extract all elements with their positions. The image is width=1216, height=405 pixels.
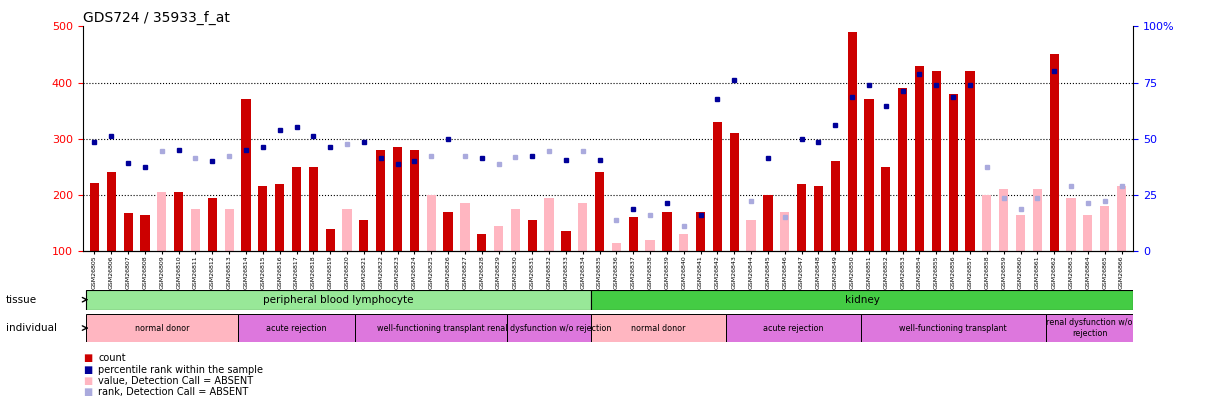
- Text: individual: individual: [6, 323, 57, 333]
- Text: well-functioning transplant: well-functioning transplant: [900, 324, 1007, 333]
- Bar: [696, 212, 705, 251]
- Bar: [796, 184, 806, 251]
- Bar: [208, 198, 216, 251]
- Bar: [948, 94, 958, 251]
- Bar: [343, 209, 351, 251]
- Text: ■: ■: [83, 376, 92, 386]
- Bar: [292, 167, 302, 251]
- Bar: [124, 213, 133, 251]
- Bar: [612, 243, 621, 251]
- Bar: [326, 228, 334, 251]
- Text: renal dysfunction w/o
rejection: renal dysfunction w/o rejection: [1046, 318, 1133, 338]
- Bar: [713, 122, 722, 251]
- Bar: [477, 234, 486, 251]
- Text: acute rejection: acute rejection: [762, 324, 823, 333]
- Text: GDS724 / 35933_f_at: GDS724 / 35933_f_at: [83, 11, 230, 25]
- Bar: [410, 150, 420, 251]
- Text: ■: ■: [83, 365, 92, 375]
- Bar: [764, 195, 772, 251]
- Bar: [726, 314, 861, 342]
- Bar: [444, 212, 452, 251]
- Bar: [629, 217, 638, 251]
- Bar: [1000, 189, 1008, 251]
- Bar: [1066, 198, 1076, 251]
- Bar: [1100, 206, 1109, 251]
- Bar: [1049, 54, 1059, 251]
- Bar: [86, 314, 237, 342]
- Text: kidney: kidney: [845, 295, 879, 305]
- Bar: [865, 99, 873, 251]
- Bar: [983, 195, 991, 251]
- Bar: [140, 215, 150, 251]
- Bar: [781, 212, 789, 251]
- Text: normal donor: normal donor: [631, 324, 686, 333]
- Bar: [1032, 189, 1042, 251]
- Bar: [376, 150, 385, 251]
- Bar: [1083, 215, 1092, 251]
- Bar: [90, 183, 98, 251]
- Text: percentile rank within the sample: percentile rank within the sample: [98, 365, 264, 375]
- Bar: [646, 240, 654, 251]
- Bar: [663, 212, 671, 251]
- Bar: [359, 220, 368, 251]
- Bar: [107, 173, 116, 251]
- Bar: [86, 290, 591, 310]
- Bar: [191, 209, 201, 251]
- Bar: [309, 167, 317, 251]
- Bar: [174, 192, 184, 251]
- Text: count: count: [98, 354, 126, 363]
- Bar: [848, 32, 857, 251]
- Bar: [679, 234, 688, 251]
- Bar: [393, 147, 402, 251]
- Bar: [241, 99, 250, 251]
- Bar: [1116, 186, 1126, 251]
- Bar: [225, 209, 233, 251]
- Text: ■: ■: [83, 388, 92, 397]
- Bar: [507, 314, 591, 342]
- Bar: [1046, 314, 1133, 342]
- Bar: [1015, 215, 1025, 251]
- Bar: [237, 314, 355, 342]
- Bar: [814, 186, 823, 251]
- Bar: [545, 198, 553, 251]
- Text: well-functioning transplant: well-functioning transplant: [377, 324, 485, 333]
- Bar: [562, 231, 570, 251]
- Bar: [427, 195, 435, 251]
- Bar: [730, 133, 739, 251]
- Bar: [591, 290, 1133, 310]
- Bar: [494, 226, 503, 251]
- Bar: [258, 186, 268, 251]
- Text: peripheral blood lymphocyte: peripheral blood lymphocyte: [264, 295, 413, 305]
- Text: tissue: tissue: [6, 295, 38, 305]
- Bar: [528, 220, 536, 251]
- Bar: [595, 173, 604, 251]
- Bar: [897, 88, 907, 251]
- Bar: [931, 71, 941, 251]
- Bar: [747, 220, 755, 251]
- Text: renal dysfunction w/o rejection: renal dysfunction w/o rejection: [486, 324, 612, 333]
- Bar: [861, 314, 1046, 342]
- Bar: [578, 203, 587, 251]
- Text: value, Detection Call = ABSENT: value, Detection Call = ABSENT: [98, 376, 254, 386]
- Text: rank, Detection Call = ABSENT: rank, Detection Call = ABSENT: [98, 388, 249, 397]
- Bar: [831, 161, 840, 251]
- Text: normal donor: normal donor: [135, 324, 188, 333]
- Bar: [355, 314, 507, 342]
- Bar: [460, 203, 469, 251]
- Text: ■: ■: [83, 354, 92, 363]
- Bar: [511, 209, 520, 251]
- Bar: [882, 167, 890, 251]
- Bar: [914, 66, 924, 251]
- Text: acute rejection: acute rejection: [266, 324, 327, 333]
- Bar: [157, 192, 167, 251]
- Bar: [966, 71, 974, 251]
- Bar: [591, 314, 726, 342]
- Bar: [275, 184, 285, 251]
